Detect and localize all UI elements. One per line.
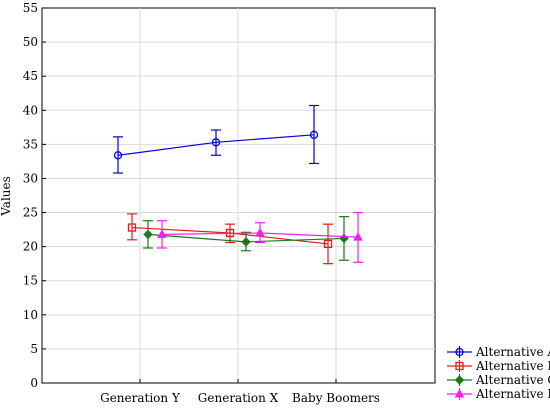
series-alternative-a <box>113 104 319 174</box>
y-tick-label: 25 <box>23 206 38 220</box>
y-tick-label: 50 <box>23 35 38 49</box>
series-alternative-c <box>143 216 349 261</box>
marker-diamond <box>454 375 465 385</box>
y-tick-label: 30 <box>23 171 38 185</box>
x-tick-label: Generation Y <box>100 391 181 405</box>
y-tick-label: 20 <box>23 240 38 254</box>
legend-label: Alternative A <box>475 345 550 359</box>
y-axis-label: Values <box>0 176 13 217</box>
legend-item: Alternative D <box>447 387 550 401</box>
x-tick-label: Baby Boomers <box>292 391 380 405</box>
marker-circle <box>309 130 319 139</box>
y-tick-label: 40 <box>23 103 38 117</box>
legend-label: Alternative B <box>475 359 550 373</box>
marker-circle <box>113 151 123 160</box>
y-tick-label: 15 <box>23 274 38 288</box>
marker-diamond <box>143 229 153 240</box>
y-tick-label: 5 <box>30 342 38 356</box>
x-axis: Generation Y Generation X Baby Boomers <box>100 379 380 405</box>
marker-circle <box>455 347 464 357</box>
legend-label: Alternative C <box>475 373 550 387</box>
x-tick-label: Generation X <box>198 391 279 405</box>
marker-square <box>455 361 464 371</box>
marker-square <box>127 223 137 232</box>
marker-diamond <box>241 237 251 247</box>
y-tick-label: 55 <box>23 1 38 15</box>
y-tick-label: 10 <box>23 308 38 322</box>
marker-circle <box>211 138 221 147</box>
legend-item: Alternative C <box>447 373 550 387</box>
marker-triangle <box>353 232 363 241</box>
y-tick-label: 0 <box>30 376 38 390</box>
marker-triangle <box>157 229 167 238</box>
marker-triangle <box>255 227 265 237</box>
y-tick-label: 45 <box>23 69 38 83</box>
marker-triangle <box>454 388 465 398</box>
legend-item: Alternative B <box>447 359 550 373</box>
series-alternative-d <box>157 211 363 263</box>
y-tick-label: 35 <box>23 137 38 151</box>
marker-square <box>323 239 333 249</box>
grid <box>42 8 435 383</box>
legend-item: Alternative A <box>447 345 550 359</box>
series-layer <box>113 104 363 265</box>
y-axis: 0 5 10 15 20 25 30 35 40 45 50 55 <box>23 1 46 390</box>
legend-label: Alternative D <box>475 387 550 401</box>
